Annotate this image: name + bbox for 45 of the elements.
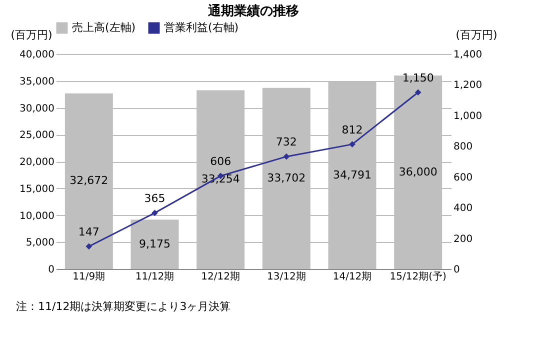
x-tick-label: 11/9期 (72, 270, 106, 282)
legend-label: 営業利益(右軸) (164, 21, 239, 34)
x-tick-label: 14/12期 (332, 270, 372, 282)
data-label: 147 (78, 225, 100, 238)
point (86, 243, 92, 250)
y2-tick-label: 0 (454, 264, 460, 276)
data-label: 36,000 (398, 165, 438, 178)
data-label: 812 (342, 123, 363, 136)
data-label: 606 (210, 154, 232, 168)
point (414, 89, 422, 96)
data-label: 1,150 (402, 71, 434, 84)
y2-tick-label: 800 (454, 142, 473, 153)
x-tick-label: 12/12期 (201, 270, 240, 282)
y2-tick-label: 1,000 (454, 110, 482, 122)
data-label: 34,791 (333, 168, 372, 182)
point (349, 141, 356, 148)
x-tick-label: 15/12期(予) (390, 270, 446, 282)
y-tick-label: 20,000 (20, 157, 54, 168)
y-tick-label: 30,000 (20, 103, 54, 114)
y-tick-label: 15,000 (20, 184, 54, 195)
y-tick-label: 40,000 (20, 50, 54, 60)
data-label: 9,175 (139, 237, 170, 250)
data-label: 33,702 (267, 171, 306, 184)
y-tick-label: 35,000 (20, 76, 54, 88)
y-tick-label: 5,000 (26, 238, 54, 249)
y-tick-label: 0 (48, 264, 54, 276)
y-tick-label: 25,000 (20, 130, 54, 142)
y-tick-label: 10,000 (20, 210, 54, 222)
x-tick-label: 13/12期 (267, 270, 306, 282)
y2-tick-label: 200 (454, 234, 473, 245)
x-tick-label: 11/12期 (135, 270, 174, 282)
chart-title: 通期業績の推移 (207, 3, 299, 19)
y2-axis-title: (百万円) (456, 28, 498, 42)
data-label: 732 (276, 136, 297, 149)
y2-tick-label: 600 (454, 172, 473, 184)
y2-tick-label: 1,200 (454, 80, 482, 92)
y2-tick-label: 400 (454, 203, 473, 214)
legend-label: 売上高(左軸) (72, 21, 136, 34)
point (152, 210, 158, 216)
y-axis-title: (百万円) (10, 28, 52, 42)
text: 注：11/12期は決算期変更により3ヶ月決算 (16, 300, 231, 313)
y2-tick-label: 1,400 (454, 50, 482, 60)
data-label: 365 (144, 192, 166, 205)
data-label: 32,672 (70, 174, 108, 188)
point (283, 153, 290, 160)
